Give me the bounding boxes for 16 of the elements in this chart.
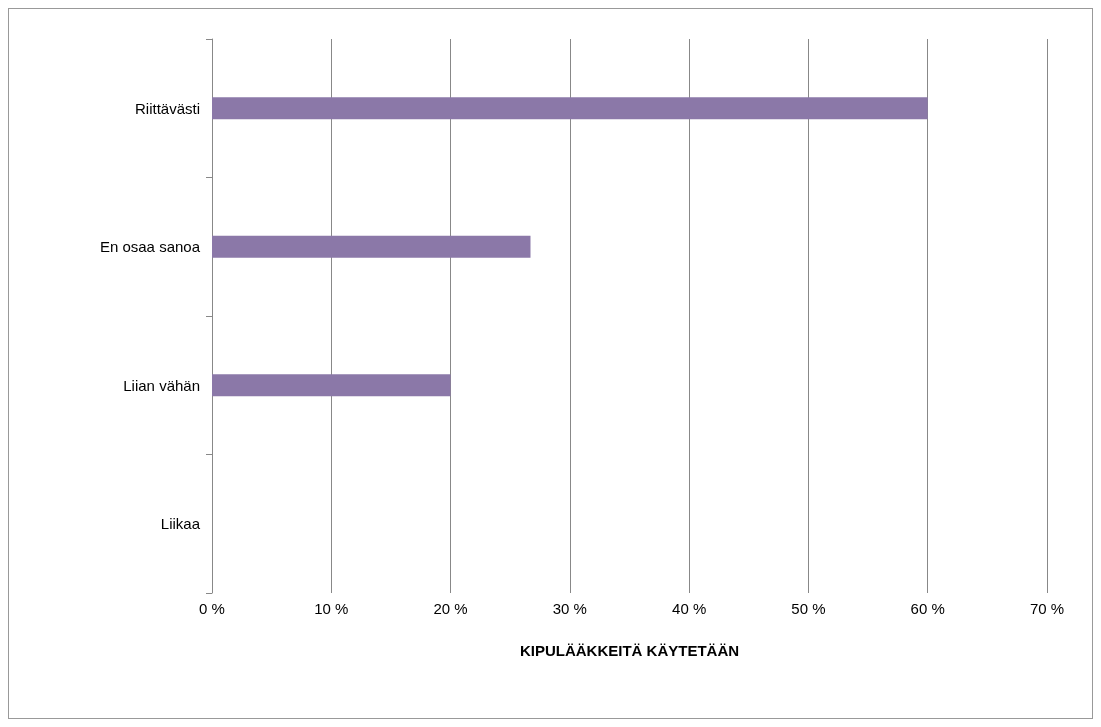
bar <box>212 97 928 120</box>
x-tick-label: 0 % <box>199 600 225 617</box>
x-tick-label: 30 % <box>552 600 587 617</box>
bar <box>212 235 531 258</box>
x-axis-title: KIPULÄÄKKEITÄ KÄYTETÄÄN <box>519 642 740 659</box>
y-tick-label: En osaa sanoa <box>99 238 201 256</box>
x-tick-label: 60 % <box>910 600 945 617</box>
x-tick-label: 70 % <box>1029 600 1065 617</box>
x-tick-label: 50 % <box>791 600 826 617</box>
y-tick-label: Riittävästi <box>134 99 200 117</box>
x-tick-label: 10 % <box>314 600 349 617</box>
y-tick-label: Liian vähän <box>123 376 200 394</box>
y-tick-label: Liikaa <box>160 515 201 533</box>
x-tick-label: 40 % <box>672 600 707 617</box>
x-tick-label: 20 % <box>433 600 468 617</box>
bar <box>212 374 451 397</box>
